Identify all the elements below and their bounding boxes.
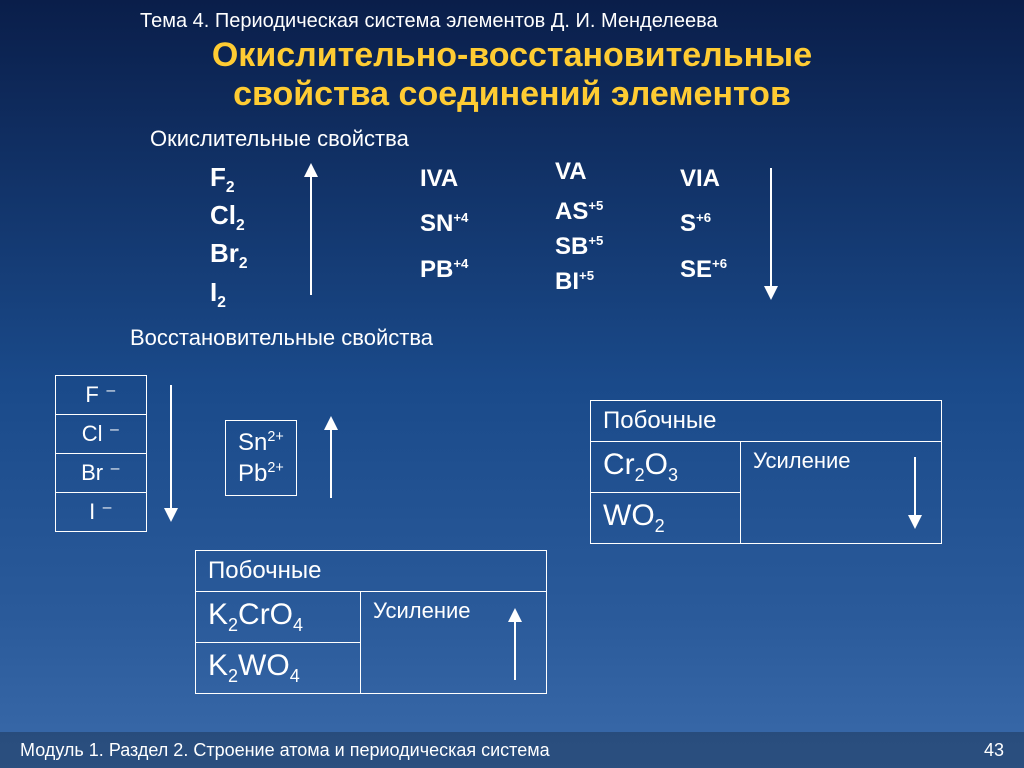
subtitle-reducing: Восстановительные свойства: [130, 325, 433, 351]
group-va-label: VA: [555, 158, 587, 186]
footer-left: Модуль 1. Раздел 2. Строение атома и пер…: [20, 740, 550, 761]
group-via-items: S+6 SE+6: [680, 208, 727, 287]
side2-right-label: Усиление: [753, 448, 851, 474]
arrow-halogens-up: [310, 165, 312, 295]
anion-i: I ⁻: [56, 493, 146, 531]
via-s: S+6: [680, 208, 727, 240]
group-iva-label: IVA: [420, 165, 458, 193]
snpb-pb: Pb2+: [238, 458, 284, 489]
side-box-1: Побочные K2CrO4 K2WO4 Усиление: [195, 550, 547, 694]
side1-row2: K2WO4: [196, 643, 361, 693]
topic-line: Тема 4. Периодическая система элементов …: [140, 10, 718, 33]
side1-right-label: Усиление: [373, 598, 471, 624]
iva-pb: PB+4: [420, 254, 468, 286]
group-va-items: AS+5 SB+5 BI+5: [555, 195, 603, 299]
arrow-snpb-up: [330, 418, 332, 498]
arrow-side1-up: [514, 610, 516, 680]
iva-sn: SN+4: [420, 208, 468, 240]
arrow-via-down: [770, 168, 772, 298]
halogen-i: I2: [210, 275, 248, 313]
anion-br: Br ⁻: [56, 454, 146, 493]
va-as: AS+5: [555, 195, 603, 230]
via-se: SE+6: [680, 254, 727, 286]
footer-bar: Модуль 1. Раздел 2. Строение атома и пер…: [0, 732, 1024, 768]
halogens-column: F2 Cl2 Br2 I2: [210, 160, 248, 313]
footer-right: 43: [984, 740, 1004, 761]
side-box-1-header: Побочные: [196, 551, 546, 592]
va-sb: SB+5: [555, 230, 603, 265]
snpb-sn: Sn2+: [238, 427, 284, 458]
title-line-1: Окислительно-восстановительные: [212, 36, 812, 74]
subtitle-oxidizing: Окислительные свойства: [150, 126, 409, 152]
halogen-cl: Cl2: [210, 198, 248, 236]
anion-f: F ⁻: [56, 376, 146, 415]
title-line-2: свойства соединений элементов: [233, 75, 791, 113]
va-bi: BI+5: [555, 265, 603, 300]
side2-row1: Cr2O3: [591, 442, 741, 493]
halogen-br: Br2: [210, 236, 248, 274]
arrow-anions-down: [170, 385, 172, 520]
side-box-2-header: Побочные: [591, 401, 941, 442]
snpb-box: Sn2+ Pb2+: [225, 420, 297, 496]
side1-row1: K2CrO4: [196, 592, 361, 643]
anions-box: F ⁻ Cl ⁻ Br ⁻ I ⁻: [55, 375, 147, 532]
anion-cl: Cl ⁻: [56, 415, 146, 454]
side2-row2: WO2: [591, 493, 741, 543]
group-iva-items: SN+4 PB+4: [420, 208, 468, 287]
group-via-label: VIA: [680, 165, 720, 193]
page-title: Окислительно-восстановительные свойства …: [0, 36, 1024, 114]
arrow-side2-down: [914, 457, 916, 527]
halogen-f: F2: [210, 160, 248, 198]
side-box-2: Побочные Cr2O3 WO2 Усиление: [590, 400, 942, 544]
